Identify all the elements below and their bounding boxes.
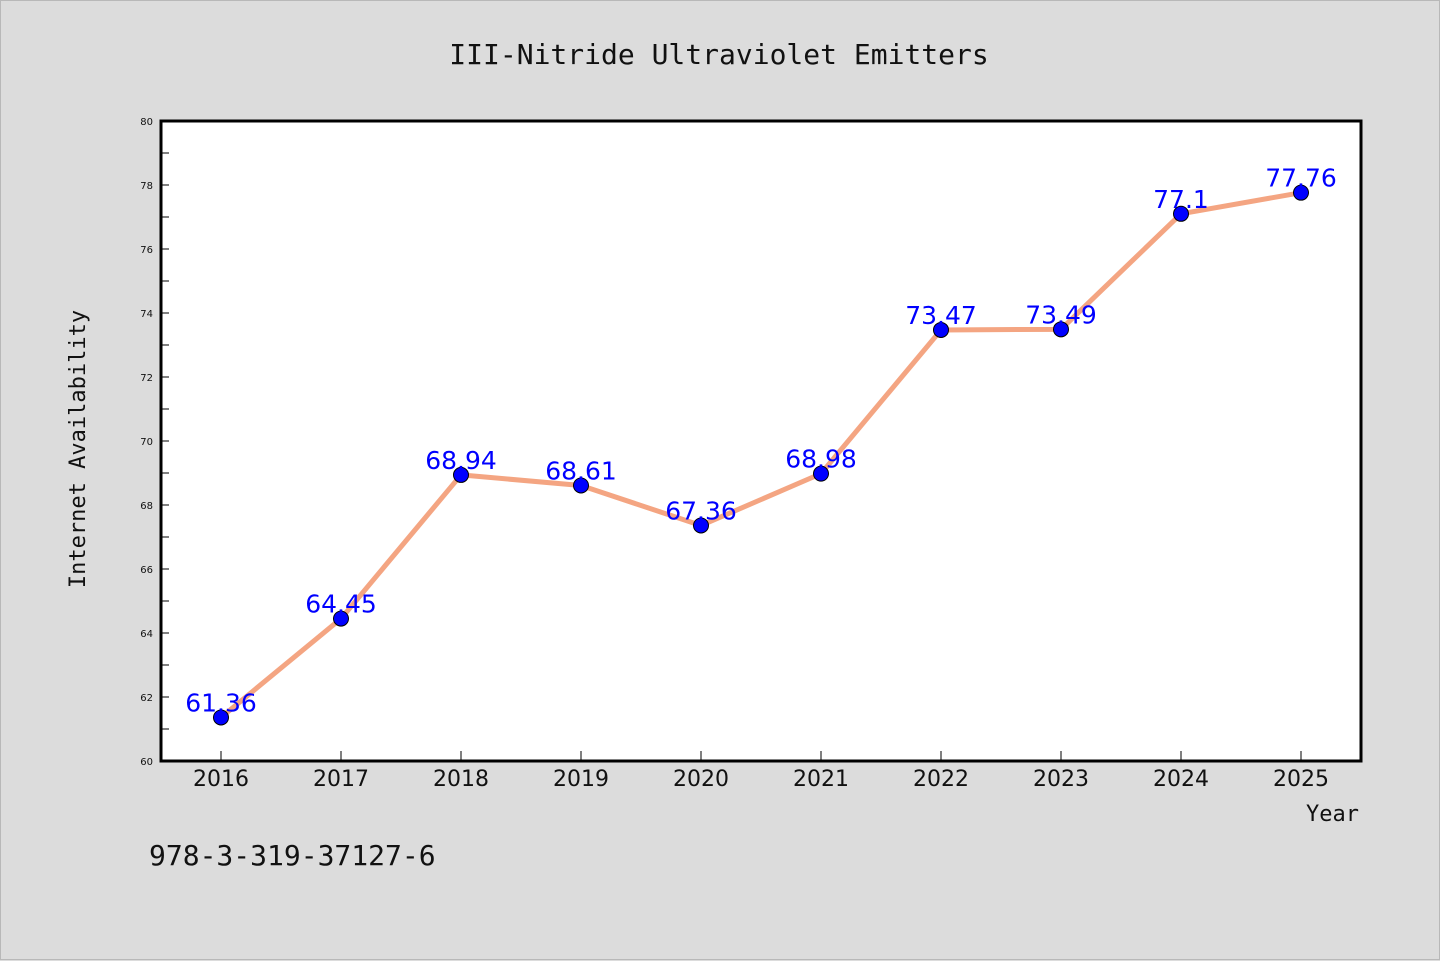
data-point	[573, 477, 589, 494]
data-point	[1173, 205, 1189, 222]
y-tick-label: 72	[140, 373, 153, 384]
data-label: 68.98	[785, 445, 857, 474]
data-point	[693, 517, 709, 534]
x-tick-label: 2022	[913, 767, 969, 792]
data-label: 68.61	[545, 456, 617, 485]
y-tick-label: 62	[140, 693, 153, 704]
x-tick-label: 2018	[433, 767, 489, 792]
x-tick-label: 2019	[553, 767, 609, 792]
y-tick-label: 76	[140, 245, 153, 256]
data-label: 61.36	[185, 688, 257, 717]
data-point	[213, 709, 229, 726]
data-label: 67.36	[665, 496, 737, 525]
series-markers	[213, 184, 1309, 726]
x-tick-label: 2025	[1273, 767, 1329, 792]
x-axis: 2016 2017 2018 2019 2020 2021 2022 2023 2024 2025	[193, 751, 1329, 792]
data-point	[333, 610, 349, 627]
plot-area	[159, 119, 1363, 763]
x-tick-label: 2021	[793, 767, 849, 792]
data-label: 73.49	[1025, 300, 1097, 329]
x-tick-label: 2017	[313, 767, 369, 792]
data-label: 77.1	[1153, 185, 1209, 214]
y-tick-label: 66	[140, 565, 153, 576]
y-tick-label: 68	[140, 501, 153, 512]
data-label: 77.76	[1265, 164, 1337, 193]
y-tick-label: 80	[140, 117, 153, 128]
x-tick-label: 2016	[193, 767, 249, 792]
x-axis-title: Year	[1306, 802, 1359, 827]
data-point	[1293, 184, 1309, 201]
footer-isbn: 978-3-319-37127-6	[149, 839, 436, 872]
series-line-layer	[219, 190, 1302, 720]
data-point	[813, 465, 829, 482]
y-tick-label: 64	[140, 629, 153, 640]
data-label: 73.47	[905, 301, 977, 330]
y-axis: 60 62 64 66 68 70 72 74 76 78 80	[140, 117, 169, 768]
series-line	[219, 190, 1302, 720]
data-label: 64.45	[305, 590, 377, 619]
x-tick-label: 2024	[1153, 767, 1209, 792]
data-point	[933, 321, 949, 338]
y-axis-title: Internet Availability	[66, 310, 91, 588]
y-tick-label: 78	[140, 181, 153, 192]
data-point	[453, 466, 469, 483]
x-tick-label: 2020	[673, 767, 729, 792]
chart-title: III-Nitride Ultraviolet Emitters	[449, 38, 988, 71]
x-tick-label: 2023	[1033, 767, 1089, 792]
y-tick-label: 74	[140, 309, 153, 320]
y-tick-label: 60	[140, 757, 153, 768]
data-point	[1053, 321, 1069, 338]
data-labels: 61.36 64.45 68.94 68.61 67.36 68.98 73.47 73.49…	[185, 164, 1337, 718]
y-tick-label: 70	[140, 437, 153, 448]
data-label: 68.94	[425, 446, 497, 475]
